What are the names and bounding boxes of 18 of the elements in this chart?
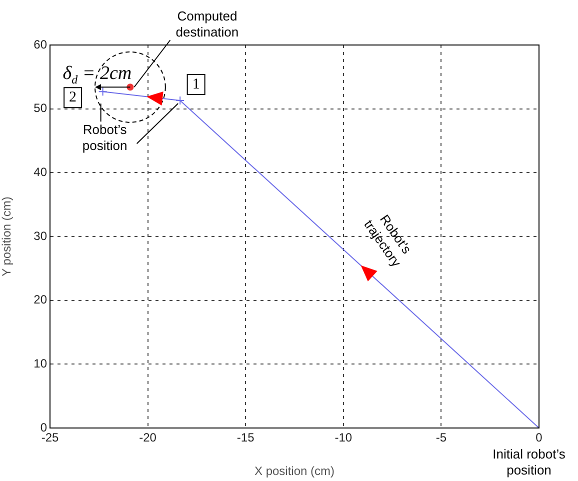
x-tick-label: -20 xyxy=(139,430,157,445)
y-tick-label: 10 xyxy=(34,356,48,370)
annotation: Initial robot’s position xyxy=(492,446,566,478)
annotation: 2 xyxy=(69,90,77,106)
annotation: Computed destination xyxy=(176,8,239,40)
y-tick-label: 30 xyxy=(34,228,48,243)
y-tick-label: 60 xyxy=(34,37,48,52)
y-tick-label: 50 xyxy=(34,101,48,116)
annotation: Robot’s position xyxy=(82,122,128,154)
y-axis-title: Y position (cm) xyxy=(0,196,14,276)
y-tick-label: 20 xyxy=(34,292,48,307)
annotation: 1 xyxy=(192,76,200,92)
x-tick-label: -15 xyxy=(236,430,255,445)
x-tick-label: -10 xyxy=(334,430,352,445)
y-tick-label: 40 xyxy=(34,164,48,179)
x-tick-label: 0 xyxy=(536,430,543,445)
x-tick-label: -5 xyxy=(436,430,447,445)
x-axis-title: X position (cm) xyxy=(254,464,335,478)
